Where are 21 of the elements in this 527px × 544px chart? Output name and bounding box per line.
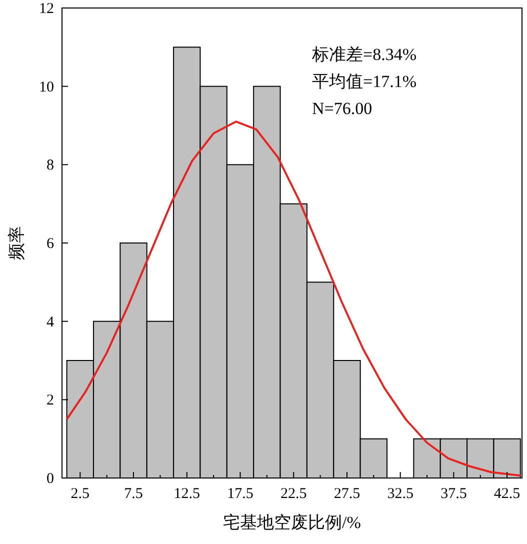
x-tick-label: 17.5 xyxy=(227,486,254,502)
x-tick-label: 2.5 xyxy=(70,486,90,502)
y-tick-label: 10 xyxy=(39,79,54,96)
x-tick-label: 32.5 xyxy=(387,486,414,502)
x-tick-label: 37.5 xyxy=(440,486,467,502)
y-tick-label: 0 xyxy=(46,471,54,487)
annotation: N=76.00 xyxy=(312,99,372,118)
y-tick-label: 4 xyxy=(46,314,54,330)
y-axis-title: 频率 xyxy=(7,226,26,260)
x-tick-label: 42.5 xyxy=(494,486,520,502)
y-tick-label: 6 xyxy=(46,236,54,252)
y-tick-label: 8 xyxy=(46,158,54,174)
annotation: 标准差=8.34% xyxy=(311,45,416,64)
x-tick-label: 22.5 xyxy=(280,486,307,502)
x-tick-label: 27.5 xyxy=(334,486,360,502)
x-tick-label: 7.5 xyxy=(124,486,143,502)
x-tick-label: 12.5 xyxy=(174,486,200,502)
annotation: 平均值=17.1% xyxy=(312,72,416,91)
y-tick-label: 2 xyxy=(46,392,54,409)
y-tick-label: 12 xyxy=(39,1,54,17)
x-axis-title: 宅基地空废比例/% xyxy=(223,513,361,532)
